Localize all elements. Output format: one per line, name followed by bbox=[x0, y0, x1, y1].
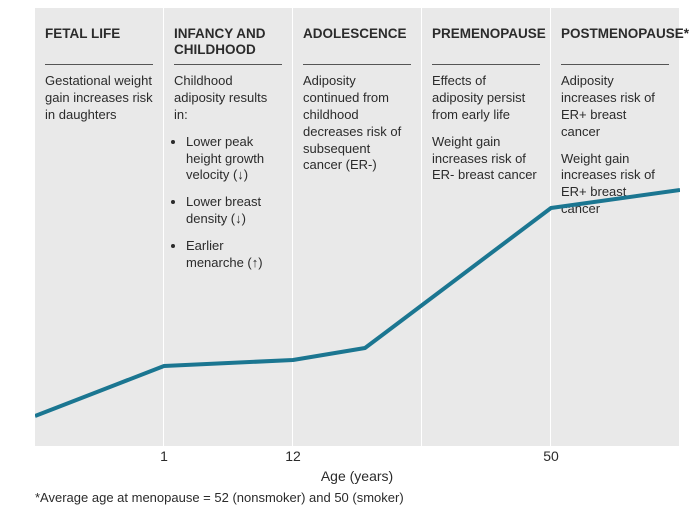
stage-text: Childhood adiposity results in: bbox=[174, 73, 282, 124]
stage-col-infancy: INFANCY AND CHILDHOOD Childhood adiposit… bbox=[164, 8, 293, 446]
stage-text: Adiposity increases risk of ER+ breast c… bbox=[561, 73, 669, 141]
stage-bullets: Lower peak height growth velocity (↓) Lo… bbox=[174, 134, 282, 272]
stage-col-adolescence: ADOLESCENCE Adiposity continued from chi… bbox=[293, 8, 422, 446]
stage-text: Effects of adiposity persist from early … bbox=[432, 73, 540, 124]
stage-text: Gestational weight gain increases risk i… bbox=[45, 73, 153, 124]
stage-title: PREMENOPAUSE bbox=[422, 8, 550, 64]
divider bbox=[303, 64, 411, 65]
stage-body: Childhood adiposity results in: Lower pe… bbox=[164, 73, 292, 272]
x-tick: 50 bbox=[543, 448, 559, 464]
stage-body: Adiposity continued from childhood decre… bbox=[293, 73, 421, 174]
plot-area: FETAL LIFE Gestational weight gain incre… bbox=[35, 8, 680, 446]
bullet: Earlier menarche (↑) bbox=[186, 238, 282, 272]
x-tick: 12 bbox=[285, 448, 301, 464]
stage-body: Adiposity increases risk of ER+ breast c… bbox=[551, 73, 679, 218]
divider bbox=[174, 64, 282, 65]
divider bbox=[561, 64, 669, 65]
stage-title: POSTMENOPAUSE* bbox=[551, 8, 679, 64]
footnote: *Average age at menopause = 52 (nonsmoke… bbox=[35, 490, 404, 505]
stage-title: ADOLESCENCE bbox=[293, 8, 421, 64]
stage-text: Weight gain increases risk of ER+ breast… bbox=[561, 151, 669, 219]
stage-text: Weight gain increases risk of ER- breast… bbox=[432, 134, 540, 185]
stage-body: Gestational weight gain increases risk i… bbox=[35, 73, 163, 124]
bullet: Lower peak height growth velocity (↓) bbox=[186, 134, 282, 185]
x-axis-label: Age (years) bbox=[321, 468, 393, 484]
stage-text: Adiposity continued from childhood decre… bbox=[303, 73, 411, 174]
stage-col-postmenopause: POSTMENOPAUSE* Adiposity increases risk … bbox=[551, 8, 680, 446]
divider bbox=[432, 64, 540, 65]
stage-col-premenopause: PREMENOPAUSE Effects of adiposity persis… bbox=[422, 8, 551, 446]
bullet: Lower breast density (↓) bbox=[186, 194, 282, 228]
stage-title: FETAL LIFE bbox=[35, 8, 163, 64]
divider bbox=[45, 64, 153, 65]
x-tick: 1 bbox=[160, 448, 168, 464]
stage-body: Effects of adiposity persist from early … bbox=[422, 73, 550, 184]
stage-col-fetal: FETAL LIFE Gestational weight gain incre… bbox=[35, 8, 164, 446]
stage-title: INFANCY AND CHILDHOOD bbox=[164, 8, 292, 64]
